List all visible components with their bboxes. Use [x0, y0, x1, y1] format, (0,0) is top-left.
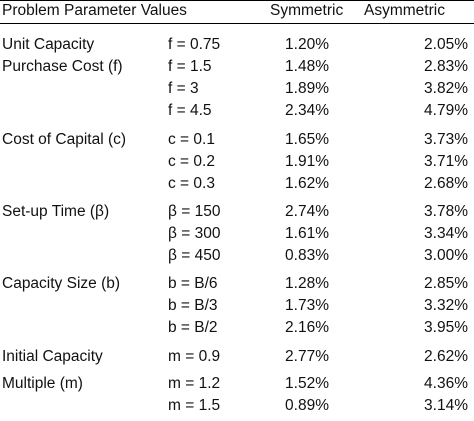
row-param: m = 1.2 — [168, 375, 221, 392]
row-asymmetric: 3.34% — [424, 225, 468, 242]
row-param: b = B/6 — [168, 275, 218, 292]
table-row: Capacity Size (b) b = B/6 1.28% 2.85% — [0, 273, 474, 295]
row-symmetric: 1.52% — [285, 375, 329, 392]
table-row: b = B/3 1.73% 3.32% — [0, 295, 474, 317]
row-symmetric: 0.83% — [285, 247, 329, 264]
row-param: c = 0.2 — [168, 153, 215, 170]
row-asymmetric: 3.78% — [424, 203, 468, 220]
row-param: β = 300 — [168, 225, 221, 242]
row-symmetric: 1.73% — [285, 297, 329, 314]
row-param: m = 1.5 — [168, 397, 221, 414]
header-asymmetric: Asymmetric — [364, 2, 445, 19]
row-symmetric: 2.74% — [285, 203, 329, 220]
row-asymmetric: 4.79% — [424, 102, 468, 119]
row-asymmetric: 2.85% — [424, 275, 468, 292]
table-row: f = 3 1.89% 3.82% — [0, 78, 474, 100]
table-row: m = 1.5 0.89% 3.14% — [0, 395, 474, 417]
row-label: Capacity Size (b) — [2, 275, 121, 292]
row-param: f = 3 — [168, 80, 199, 97]
row-asymmetric: 3.71% — [424, 153, 468, 170]
row-param: β = 450 — [168, 247, 221, 264]
row-asymmetric: 3.82% — [424, 80, 468, 97]
row-param: c = 0.1 — [168, 131, 215, 148]
table-row: b = B/2 2.16% 3.95% — [0, 317, 474, 339]
header-symmetric: Symmetric — [270, 2, 344, 19]
row-asymmetric: 3.32% — [424, 297, 468, 314]
row-param: f = 4.5 — [168, 102, 212, 119]
row-symmetric: 2.34% — [285, 102, 329, 119]
row-asymmetric: 2.83% — [424, 58, 468, 75]
top-rule — [0, 0, 474, 1]
row-symmetric: 1.48% — [285, 58, 329, 75]
row-label: Initial Capacity — [2, 348, 103, 365]
row-symmetric: 2.77% — [285, 348, 329, 365]
table-row: c = 0.2 1.91% 3.71% — [0, 151, 474, 173]
row-param: m = 0.9 — [168, 348, 221, 365]
row-label: Set-up Time (β) — [2, 203, 110, 220]
row-symmetric: 1.89% — [285, 80, 329, 97]
row-asymmetric: 2.05% — [424, 36, 468, 53]
row-asymmetric: 2.62% — [424, 348, 468, 365]
row-symmetric: 1.61% — [285, 225, 329, 242]
table-row: c = 0.3 1.62% 2.68% — [0, 173, 474, 195]
table-row: Initial Capacity m = 0.9 2.77% 2.62% — [0, 346, 474, 368]
table-row: Unit Capacity f = 0.75 1.20% 2.05% — [0, 34, 474, 56]
row-symmetric: 1.20% — [285, 36, 329, 53]
row-label: Unit Capacity — [2, 36, 95, 53]
header-row: Problem Parameter Values Symmetric Asymm… — [0, 0, 474, 22]
row-label: Purchase Cost (f) — [2, 58, 123, 75]
row-asymmetric: 4.36% — [424, 375, 468, 392]
row-param: b = B/2 — [168, 319, 218, 336]
row-symmetric: 1.91% — [285, 153, 329, 170]
row-asymmetric: 3.00% — [424, 247, 468, 264]
row-param: β = 150 — [168, 203, 221, 220]
table-row: β = 300 1.61% 3.34% — [0, 223, 474, 245]
table-row: Cost of Capital (c) c = 0.1 1.65% 3.73% — [0, 129, 474, 151]
header-rule — [0, 23, 474, 24]
row-symmetric: 1.62% — [285, 175, 329, 192]
table-row: Set-up Time (β) β = 150 2.74% 3.78% — [0, 201, 474, 223]
row-symmetric: 1.28% — [285, 275, 329, 292]
row-asymmetric: 2.68% — [424, 175, 468, 192]
row-param: f = 1.5 — [168, 58, 212, 75]
row-asymmetric: 3.73% — [424, 131, 468, 148]
row-label: Cost of Capital (c) — [2, 131, 127, 148]
row-asymmetric: 3.14% — [424, 397, 468, 414]
row-symmetric: 0.89% — [285, 397, 329, 414]
row-symmetric: 1.65% — [285, 131, 329, 148]
header-parameter: Problem Parameter Values — [2, 2, 187, 19]
table-row: f = 4.5 2.34% 4.79% — [0, 100, 474, 122]
row-symmetric: 2.16% — [285, 319, 329, 336]
row-param: b = B/3 — [168, 297, 218, 314]
table-row: Multiple (m) m = 1.2 1.52% 4.36% — [0, 373, 474, 395]
row-param: f = 0.75 — [168, 36, 221, 53]
table-row: Purchase Cost (f) f = 1.5 1.48% 2.83% — [0, 56, 474, 78]
row-param: c = 0.3 — [168, 175, 215, 192]
row-label: Multiple (m) — [2, 375, 83, 392]
row-asymmetric: 3.95% — [424, 319, 468, 336]
table-row: β = 450 0.83% 3.00% — [0, 245, 474, 267]
